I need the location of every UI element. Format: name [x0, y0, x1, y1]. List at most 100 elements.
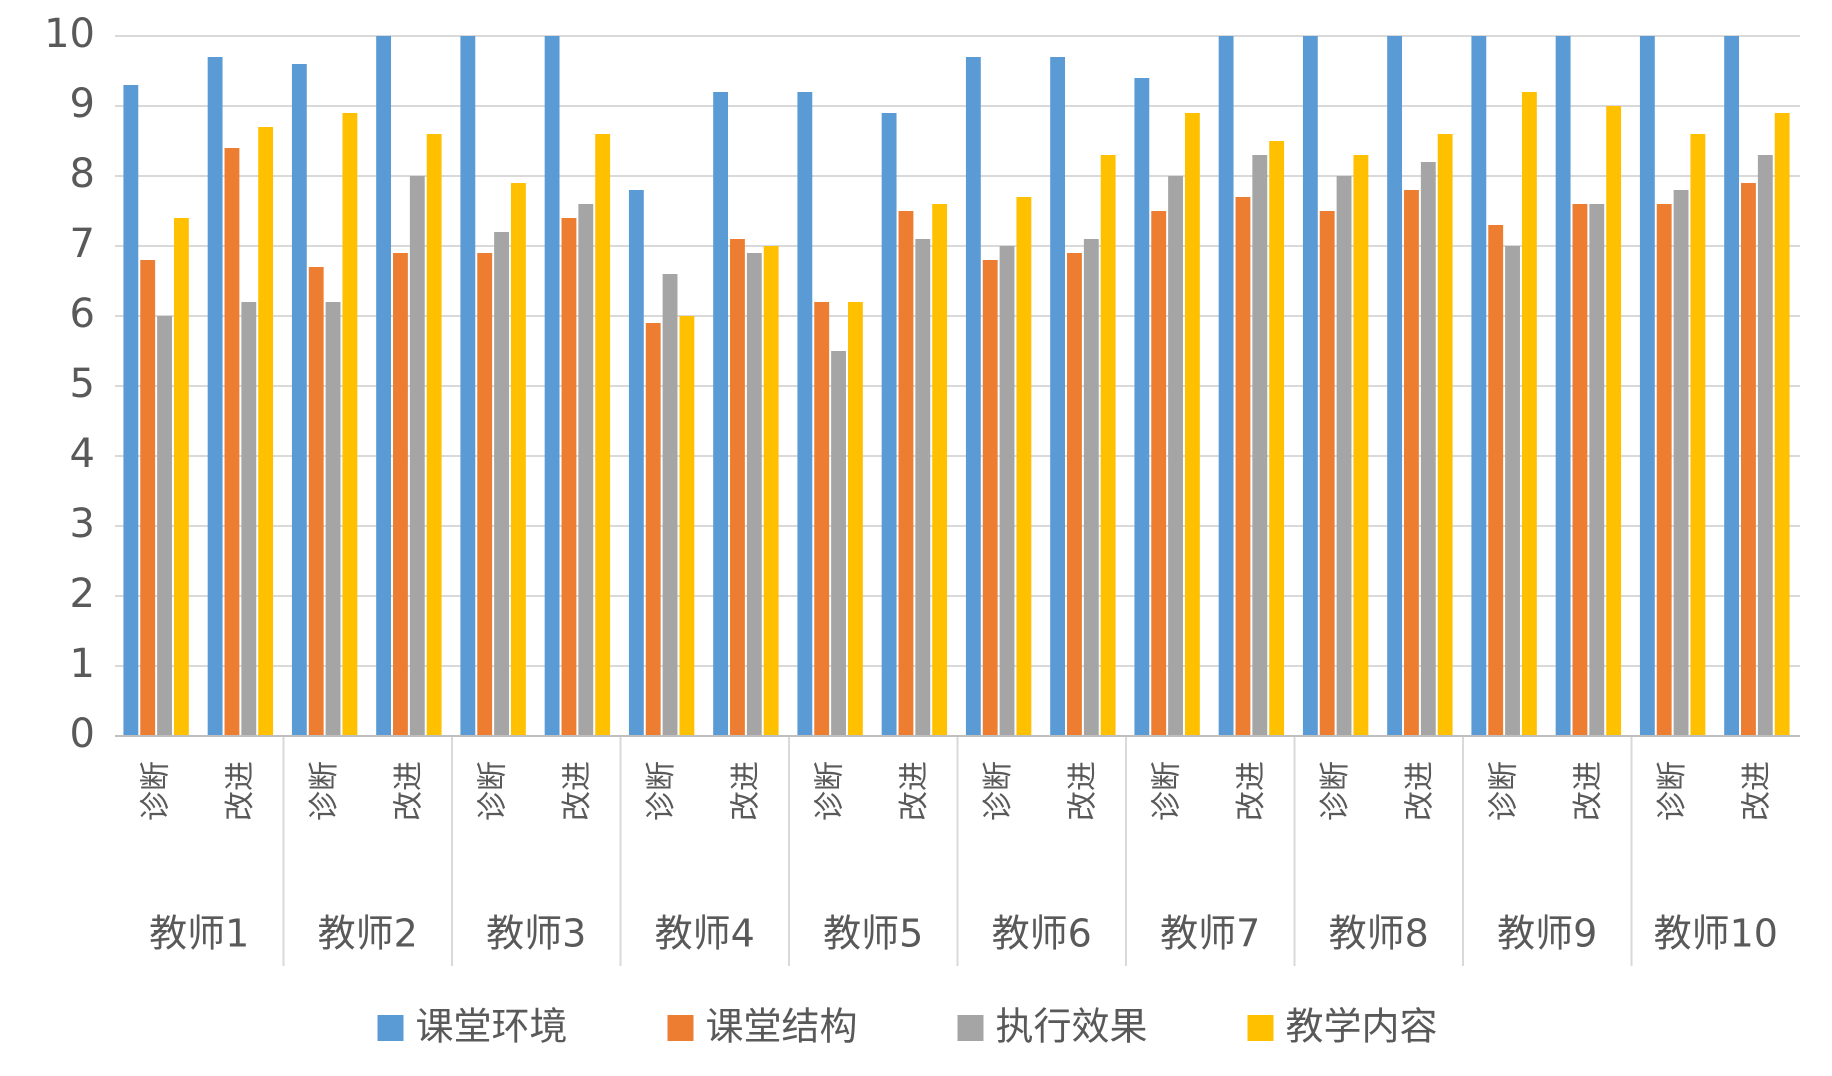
bar — [1656, 204, 1672, 736]
bar — [1488, 225, 1504, 736]
bar — [1269, 141, 1285, 736]
x-tick-label: 改进 — [1402, 761, 1437, 821]
bar — [140, 260, 156, 736]
bar — [325, 302, 341, 736]
bar — [831, 351, 846, 736]
bar — [1757, 155, 1773, 736]
group-label: 教师3 — [486, 912, 586, 956]
bar — [157, 316, 172, 736]
x-tick-label: 改进 — [560, 761, 595, 821]
bar — [814, 302, 830, 736]
bar — [1067, 253, 1082, 736]
bar — [291, 64, 307, 736]
bar — [426, 134, 442, 736]
y-tick-label: 0 — [70, 711, 95, 757]
bar — [494, 232, 509, 736]
bar — [1724, 36, 1740, 736]
bar — [376, 36, 392, 736]
bar — [123, 85, 139, 736]
bar — [881, 113, 897, 736]
bar — [797, 92, 813, 736]
x-tick-label: 诊断 — [813, 761, 848, 821]
y-tick-label: 5 — [70, 361, 95, 407]
bar — [1151, 211, 1167, 736]
bar — [1639, 36, 1655, 736]
bar — [1404, 190, 1419, 736]
bar — [1235, 197, 1251, 736]
bar — [595, 134, 611, 736]
y-tick-label: 8 — [70, 151, 95, 197]
bar — [898, 211, 914, 736]
bar — [342, 113, 358, 736]
bar — [1774, 113, 1790, 736]
bar — [645, 323, 661, 736]
bar — [477, 253, 493, 736]
y-tick-label: 1 — [70, 641, 95, 687]
bar — [1572, 204, 1588, 736]
bar — [1420, 162, 1436, 736]
bar — [1521, 92, 1537, 736]
bar — [1168, 176, 1183, 736]
y-tick-label: 9 — [70, 81, 95, 127]
legend-label: 课堂结构 — [706, 1005, 858, 1049]
y-tick-label: 3 — [70, 501, 95, 547]
bar — [1741, 183, 1756, 736]
bar — [1606, 106, 1622, 736]
legend-label: 执行效果 — [996, 1005, 1148, 1049]
x-tick-label: 改进 — [1739, 761, 1774, 821]
bar — [763, 246, 779, 736]
bar — [679, 316, 695, 736]
bar — [241, 302, 257, 736]
bar — [1050, 57, 1066, 736]
bar — [1302, 36, 1318, 736]
bar — [628, 190, 644, 736]
x-tick-label: 改进 — [391, 761, 426, 821]
x-tick-label: 改进 — [1234, 761, 1269, 821]
bar — [1555, 36, 1571, 736]
x-tick-label: 诊断 — [1318, 761, 1353, 821]
x-tick-label: 改进 — [897, 761, 932, 821]
bar — [460, 36, 476, 736]
bar — [544, 36, 560, 736]
bar — [561, 218, 577, 736]
x-tick-label: 改进 — [1065, 761, 1100, 821]
bar — [1505, 246, 1520, 736]
bar — [746, 253, 762, 736]
bar — [409, 176, 425, 736]
x-tick-label: 诊断 — [1655, 761, 1690, 821]
legend-label: 课堂环境 — [416, 1005, 568, 1049]
bar — [173, 218, 189, 736]
bar — [1083, 239, 1099, 736]
bar — [510, 183, 526, 736]
legend-swatch — [377, 1015, 404, 1041]
bar — [915, 239, 931, 736]
group-label: 教师4 — [655, 912, 755, 956]
x-tick-label: 诊断 — [644, 761, 679, 821]
x-tick-label: 改进 — [728, 761, 763, 821]
x-tick-label: 改进 — [1571, 761, 1606, 821]
bar — [1673, 190, 1689, 736]
bar — [393, 253, 408, 736]
bar — [965, 57, 981, 736]
bar — [258, 127, 274, 736]
bar — [1252, 155, 1268, 736]
bar — [1690, 134, 1706, 736]
legend-swatch — [957, 1015, 984, 1041]
bar — [662, 274, 678, 736]
bar — [308, 267, 324, 736]
bar — [1134, 78, 1150, 736]
group-label: 教师10 — [1654, 912, 1778, 956]
bar — [207, 57, 223, 736]
bar — [1218, 36, 1234, 736]
bar — [730, 239, 745, 736]
bar — [1336, 176, 1352, 736]
group-label: 教师7 — [1160, 912, 1260, 956]
group-label: 教师6 — [992, 912, 1092, 956]
bar — [1387, 36, 1403, 736]
bar — [1589, 204, 1605, 736]
bar — [982, 260, 998, 736]
bar — [999, 246, 1015, 736]
y-tick-label: 4 — [70, 431, 95, 477]
legend-swatch — [667, 1015, 694, 1041]
